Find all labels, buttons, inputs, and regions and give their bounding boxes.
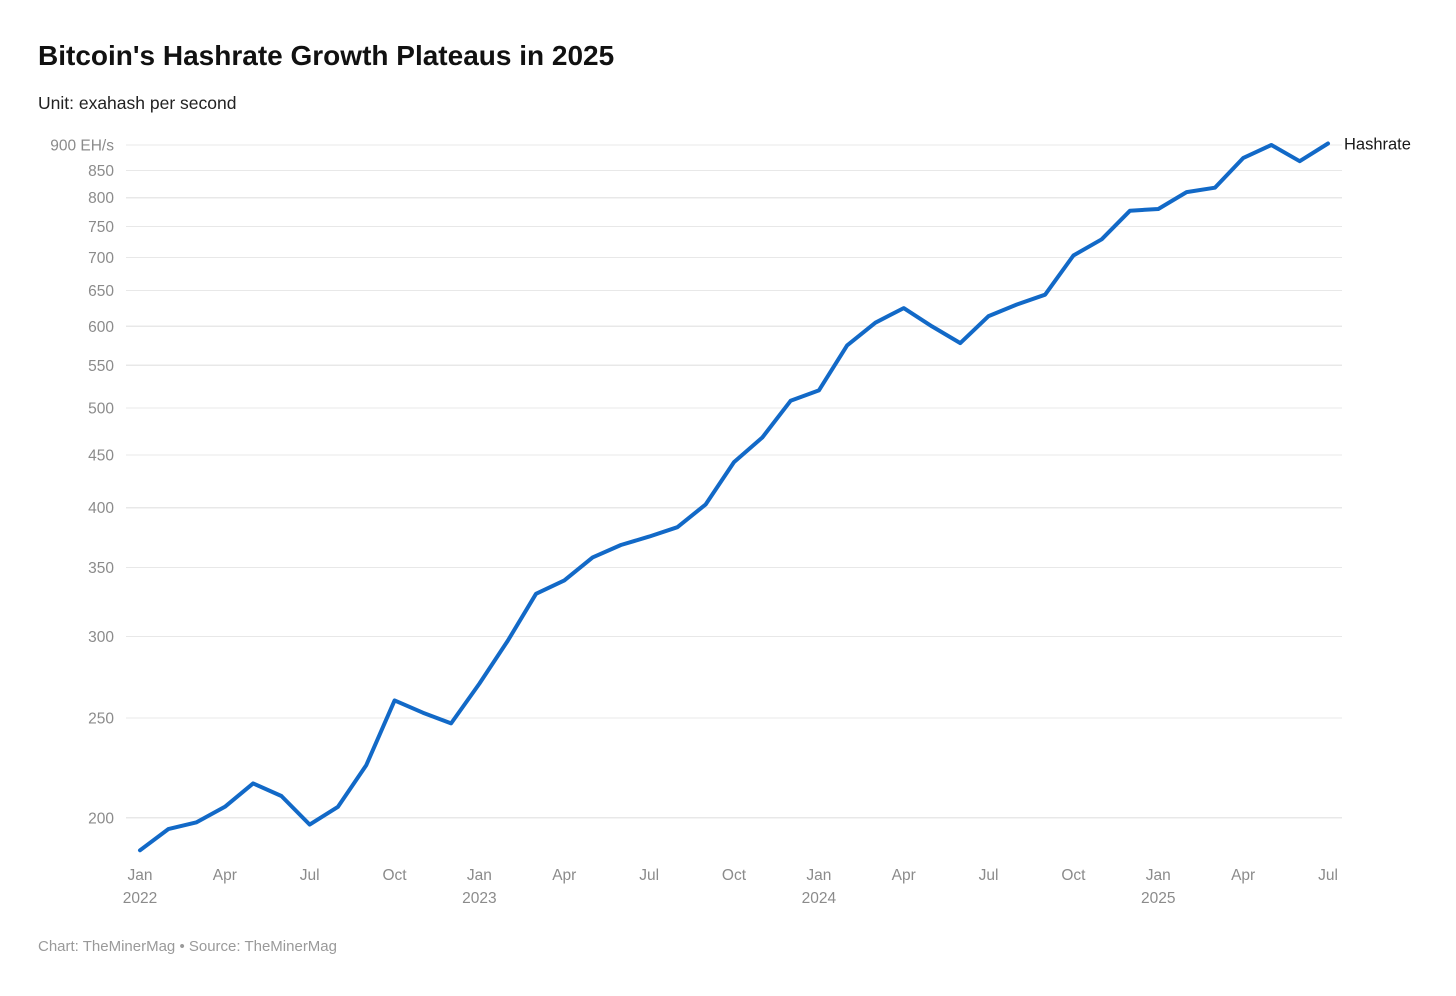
- hashrate-line: [138, 141, 1330, 853]
- x-tick-year-label: 2023: [462, 890, 496, 907]
- y-tick-label: 800: [88, 190, 114, 207]
- x-tick-label: Apr: [892, 867, 916, 884]
- y-tick-label: 700: [88, 250, 114, 267]
- x-tick-label: Jul: [639, 867, 659, 884]
- x-tick-year-label: 2024: [802, 890, 837, 907]
- y-tick-label: 750: [88, 219, 114, 236]
- y-tick-label: 350: [88, 560, 114, 577]
- y-tick-label: 500: [88, 400, 114, 417]
- x-tick-label: Apr: [552, 867, 576, 884]
- chart-unit-subtitle: Unit: exahash per second: [38, 93, 237, 113]
- y-tick-label: 900 EH/s: [50, 138, 114, 155]
- x-tick-year-label: 2022: [123, 890, 157, 907]
- y-tick-label: 600: [88, 319, 114, 336]
- y-tick-label: 250: [88, 710, 114, 727]
- y-tick-label: 200: [88, 810, 114, 827]
- x-tick-label: Jul: [300, 867, 320, 884]
- x-tick-label: Jan: [467, 867, 492, 884]
- y-tick-label: 850: [88, 163, 114, 180]
- x-tick-label: Jan: [806, 867, 831, 884]
- x-tick-label: Jul: [979, 867, 999, 884]
- y-tick-label: 550: [88, 358, 114, 375]
- x-tick-label: Jan: [128, 867, 153, 884]
- y-tick-label: 300: [88, 629, 114, 646]
- y-tick-label: 400: [88, 500, 114, 517]
- x-tick-label: Oct: [722, 867, 747, 884]
- x-tick-label: Jan: [1146, 867, 1171, 884]
- chart-source-credit: Chart: TheMinerMag • Source: TheMinerMag: [38, 938, 337, 955]
- x-tick-label: Oct: [383, 867, 408, 884]
- y-tick-label: 450: [88, 448, 114, 465]
- x-tick-label: Oct: [1061, 867, 1086, 884]
- x-tick-year-label: 2025: [1141, 890, 1175, 907]
- x-tick-label: Apr: [1231, 867, 1255, 884]
- x-tick-label: Jul: [1318, 867, 1338, 884]
- y-tick-label: 650: [88, 283, 114, 300]
- series-end-label: Hashrate: [1344, 136, 1411, 154]
- chart-title: Bitcoin's Hashrate Growth Plateaus in 20…: [38, 40, 615, 71]
- x-tick-label: Apr: [213, 867, 237, 884]
